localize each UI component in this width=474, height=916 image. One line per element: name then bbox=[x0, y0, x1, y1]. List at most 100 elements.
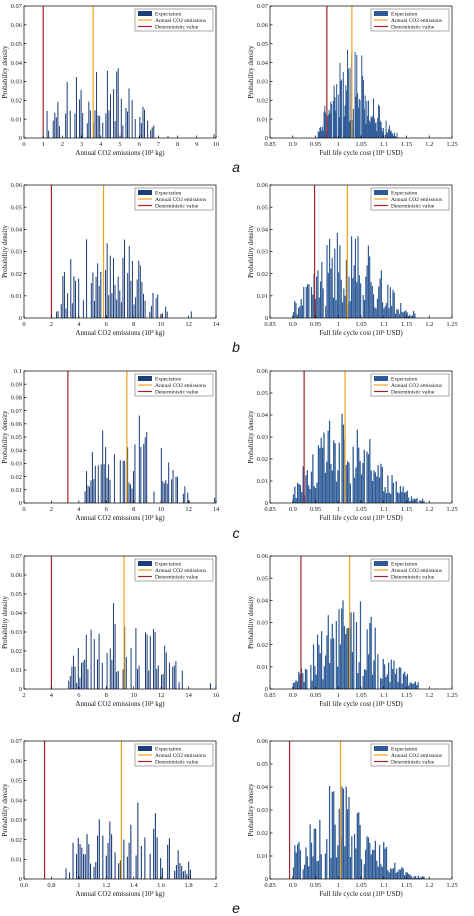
x-tick-label: 2 bbox=[61, 141, 64, 148]
y-tick-label: 0.05 bbox=[257, 204, 268, 211]
bar bbox=[395, 872, 397, 879]
bar bbox=[416, 878, 418, 879]
bar bbox=[358, 447, 360, 503]
row-label-c: c bbox=[233, 525, 240, 541]
bar bbox=[370, 116, 372, 138]
bar bbox=[338, 117, 340, 138]
bar bbox=[328, 785, 331, 879]
bar bbox=[402, 486, 404, 503]
y-tick-label: 0.02 bbox=[11, 648, 22, 655]
row-label-e: e bbox=[232, 900, 240, 916]
x-tick-label: 1.15 bbox=[401, 692, 412, 699]
bar bbox=[381, 128, 383, 138]
y-tick-label: 0.04 bbox=[257, 598, 269, 605]
bar bbox=[378, 477, 381, 503]
bar bbox=[108, 464, 110, 503]
bar bbox=[299, 674, 301, 689]
bar bbox=[337, 94, 339, 138]
bar bbox=[318, 297, 320, 318]
legend-entry-deterministic: Deterministic value bbox=[155, 575, 199, 581]
bar bbox=[113, 454, 115, 503]
bar bbox=[345, 464, 347, 503]
bar bbox=[370, 281, 372, 318]
x-tick-label: 4 bbox=[77, 506, 81, 513]
bar bbox=[85, 634, 87, 689]
legend-entry-deterministic: Deterministic value bbox=[155, 25, 199, 31]
bar bbox=[77, 647, 79, 689]
bar bbox=[131, 100, 133, 138]
bar bbox=[98, 633, 100, 689]
bar bbox=[339, 644, 341, 689]
bar bbox=[349, 857, 352, 879]
bar bbox=[346, 90, 348, 138]
bar bbox=[114, 284, 116, 318]
bar bbox=[366, 100, 368, 138]
bar bbox=[413, 876, 415, 879]
x-tick-label: 5 bbox=[118, 141, 121, 148]
bar bbox=[395, 481, 397, 503]
bar bbox=[341, 302, 344, 318]
bar bbox=[111, 834, 113, 879]
bar bbox=[106, 652, 108, 689]
bar bbox=[374, 627, 376, 689]
legend-entry-annual-co2: Annual CO2 emissions bbox=[391, 568, 442, 574]
bar bbox=[88, 844, 90, 879]
bar bbox=[357, 673, 359, 689]
bar bbox=[354, 238, 357, 318]
y-tick-label: 0.02 bbox=[257, 97, 268, 104]
bar bbox=[391, 305, 393, 318]
bar bbox=[162, 481, 164, 503]
bar bbox=[405, 872, 407, 879]
bar bbox=[143, 293, 144, 318]
bar bbox=[316, 634, 319, 689]
bar bbox=[72, 655, 74, 689]
bar bbox=[89, 110, 91, 138]
y-tick-label: 0.07 bbox=[11, 553, 23, 560]
legend-swatch bbox=[138, 561, 152, 566]
bar bbox=[378, 105, 380, 138]
y-tick-label: 0.01 bbox=[257, 293, 268, 300]
bar bbox=[173, 665, 175, 689]
bar bbox=[327, 615, 329, 689]
bar bbox=[349, 483, 352, 503]
bar bbox=[375, 308, 377, 318]
bar bbox=[296, 681, 299, 689]
bar bbox=[392, 482, 395, 503]
bar bbox=[333, 440, 335, 503]
bar bbox=[90, 283, 92, 318]
bar bbox=[154, 813, 156, 879]
bar bbox=[415, 499, 417, 503]
legend-entry-annual-co2: Annual CO2 emissions bbox=[155, 18, 206, 24]
bar bbox=[310, 471, 313, 503]
bar bbox=[381, 678, 383, 689]
bar bbox=[383, 128, 385, 138]
axes-frame bbox=[23, 555, 217, 690]
bar bbox=[400, 302, 402, 318]
bar bbox=[392, 289, 394, 318]
bar bbox=[127, 273, 129, 318]
x-tick-label: 8 bbox=[176, 141, 179, 148]
bar bbox=[93, 866, 95, 879]
bar bbox=[109, 255, 111, 318]
bar bbox=[402, 312, 404, 318]
x-tick-label: 1 bbox=[337, 692, 340, 699]
x-axis-label: Full life cycle cost (10⁵ USD) bbox=[319, 700, 403, 708]
bar bbox=[307, 284, 309, 318]
x-tick-label: 1.15 bbox=[401, 141, 412, 148]
bar bbox=[86, 471, 88, 503]
bar bbox=[298, 484, 300, 503]
bar bbox=[124, 460, 126, 503]
y-tick-label: 0.04 bbox=[11, 797, 23, 804]
bar bbox=[96, 659, 98, 689]
bar bbox=[113, 89, 115, 138]
legend-entry-annual-co2: Annual CO2 emissions bbox=[391, 383, 442, 389]
y-tick-label: 0 bbox=[265, 500, 268, 507]
bar bbox=[316, 482, 318, 503]
bar bbox=[118, 863, 120, 879]
bar bbox=[392, 133, 394, 138]
bar bbox=[298, 671, 300, 689]
bar bbox=[393, 292, 395, 318]
bar bbox=[331, 258, 333, 318]
